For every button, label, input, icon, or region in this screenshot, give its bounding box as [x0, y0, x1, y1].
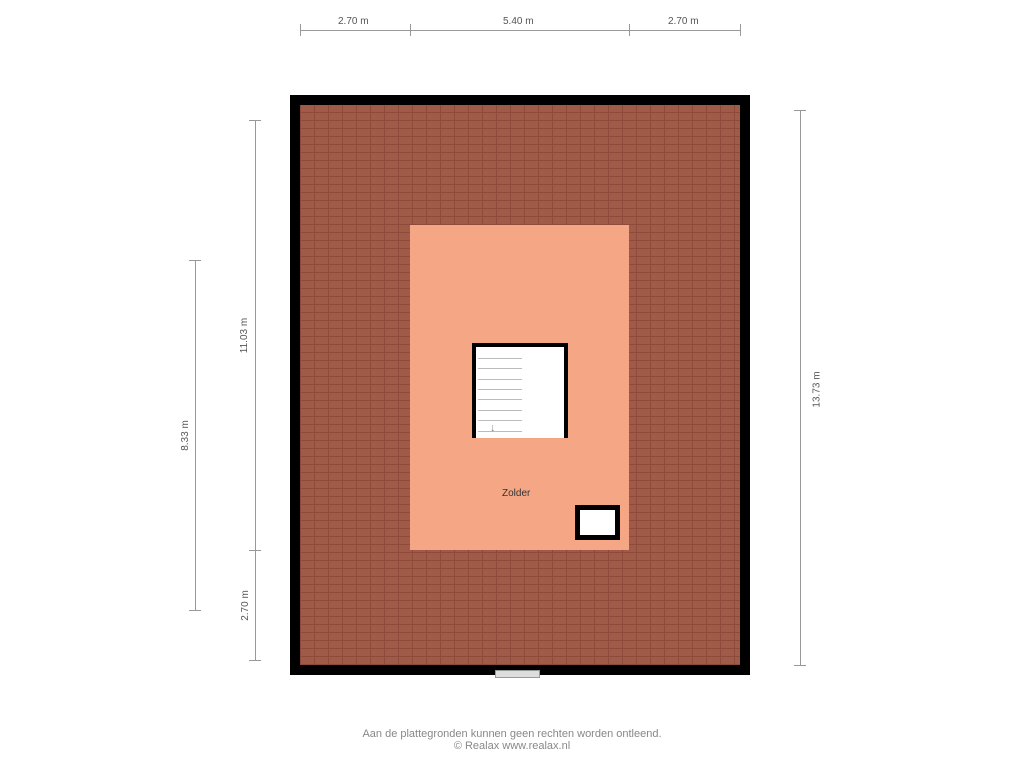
dim-top-1-line [300, 30, 410, 31]
dim-top-1-label: 2.70 m [338, 16, 369, 27]
stair-opening: ↓ [472, 343, 568, 438]
footer: Aan de plattegronden kunnen geen rechten… [0, 728, 1024, 752]
dim-r-tick-b [794, 665, 806, 666]
dim-top-3-line [629, 30, 740, 31]
zolder-label: Zolder [502, 488, 530, 499]
dim-li1-tick-a [249, 120, 261, 121]
dim-li2-line [255, 550, 256, 660]
dim-top-2-label: 5.40 m [503, 16, 534, 27]
door-gap [495, 670, 540, 678]
dim-r-label: 13.73 m [812, 371, 823, 407]
small-opening [575, 505, 620, 540]
dim-top-1-tick-a [300, 24, 301, 36]
stair-steps [478, 349, 522, 436]
dim-r-line [800, 110, 801, 665]
dim-lo-tick-b [189, 610, 201, 611]
dim-lo-tick-a [189, 260, 201, 261]
dim-li1-label: 11.03 m [239, 318, 250, 353]
dim-top-3-tick-b [740, 24, 741, 36]
dim-lo-label: 8.33 m [180, 420, 191, 451]
stair-arrow-icon: ↓ [490, 422, 496, 434]
dim-li1-line [255, 120, 256, 550]
footer-line1: Aan de plattegronden kunnen geen rechten… [0, 728, 1024, 740]
dim-li2-tick-b [249, 660, 261, 661]
dim-li2-label: 2.70 m [240, 590, 251, 621]
floorplan-canvas: 2.70 m 5.40 m 2.70 m 8.33 m 11.03 m 2.70… [0, 0, 1024, 768]
dim-top-2-line [410, 30, 629, 31]
dim-top-3-label: 2.70 m [668, 16, 699, 27]
dim-r-tick-a [794, 110, 806, 111]
dim-lo-line [195, 260, 196, 610]
footer-line2: © Realax www.realax.nl [0, 740, 1024, 752]
